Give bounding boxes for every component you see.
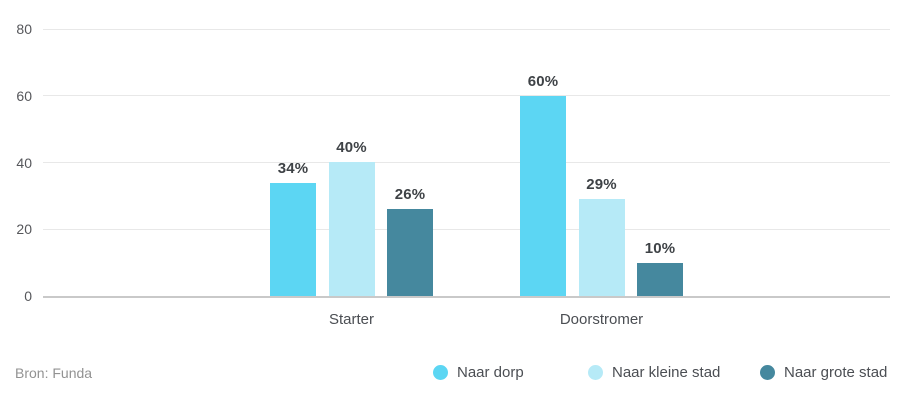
y-axis-tick-label: 0 <box>24 288 32 304</box>
bar-value-label: 34% <box>277 160 309 177</box>
y-axis-tick-label: 80 <box>16 21 32 37</box>
x-axis-category-label: Starter <box>328 311 374 328</box>
x-axis-category-label: Doorstromer <box>559 311 644 328</box>
bar-value-label: 26% <box>394 186 426 203</box>
bar-doorstromer-naar-dorp[interactable] <box>520 96 566 296</box>
bar-starter-naar-grote-stad[interactable] <box>387 209 433 296</box>
legend-swatch-icon <box>588 365 603 380</box>
legend-swatch-icon <box>760 365 775 380</box>
gridline <box>43 95 890 97</box>
gridline <box>43 28 890 30</box>
legend-item-naar-kleine-stad[interactable]: Naar kleine stad <box>588 363 720 382</box>
y-axis-tick-label: 20 <box>16 221 32 238</box>
legend-label: Naar kleine stad <box>612 364 721 381</box>
bar-value-label: 60% <box>527 73 559 90</box>
bar-value-label: 10% <box>644 240 676 257</box>
gridline <box>43 162 890 163</box>
legend-item-naar-grote-stad[interactable]: Naar grote stad <box>760 363 887 382</box>
x-axis-baseline <box>43 296 890 298</box>
legend-label: Naar dorp <box>457 364 524 381</box>
bar-doorstromer-naar-kleine-stad[interactable] <box>578 199 625 296</box>
legend-label: Naar grote stad <box>784 364 888 381</box>
bar-starter-naar-dorp[interactable] <box>270 183 316 296</box>
bar-value-label: 40% <box>336 139 367 156</box>
bar-value-label: 29% <box>586 176 617 193</box>
legend-item-naar-dorp[interactable]: Naar dorp <box>433 363 524 382</box>
bar-starter-naar-kleine-stad[interactable] <box>328 162 375 296</box>
legend-swatch-icon <box>433 365 448 380</box>
y-axis-tick-label: 60 <box>16 87 32 104</box>
y-axis-tick-label: 40 <box>16 154 32 171</box>
source-caption: Bron: Funda <box>15 365 93 381</box>
gridline <box>43 228 890 230</box>
bar-doorstromer-naar-grote-stad[interactable] <box>637 263 683 296</box>
